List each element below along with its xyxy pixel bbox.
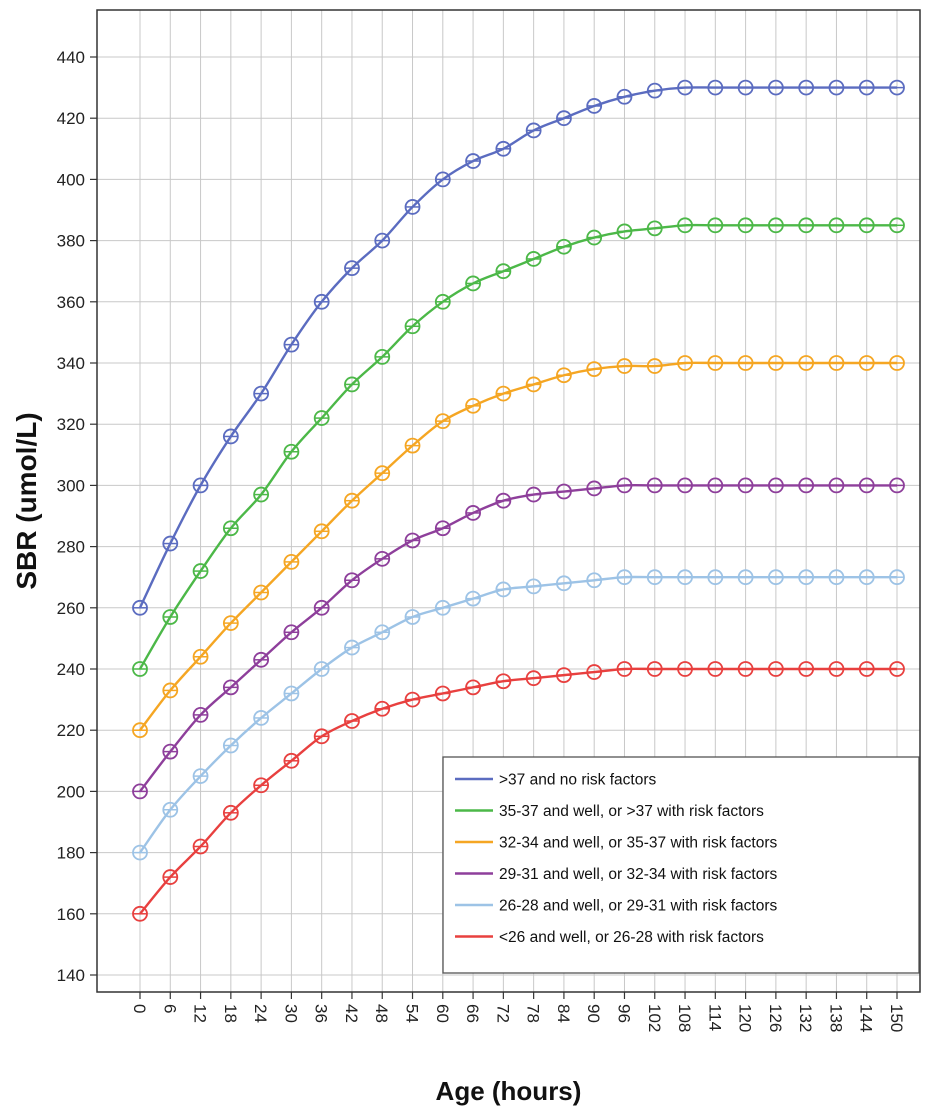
x-tick-label: 54 (403, 1004, 422, 1023)
y-tick-label: 160 (57, 905, 85, 924)
legend-label: 29-31 and well, or 32-34 with risk facto… (499, 866, 778, 883)
x-tick-label: 0 (130, 1004, 149, 1013)
x-tick-label: 24 (251, 1004, 270, 1023)
y-tick-label: 280 (57, 538, 85, 557)
y-tick-label: 220 (57, 721, 85, 740)
y-tick-label: 360 (57, 293, 85, 312)
x-tick-label: 12 (191, 1004, 210, 1023)
x-tick-label: 144 (857, 1004, 876, 1032)
legend-label: 32-34 and well, or 35-37 with risk facto… (499, 835, 778, 852)
series-1 (132, 79, 905, 616)
y-tick-label: 140 (57, 966, 85, 985)
x-tick-label: 102 (645, 1004, 664, 1032)
legend-label: <26 and well, or 26-28 with risk factors (499, 929, 764, 946)
series-2 (132, 217, 905, 677)
x-tick-label: 84 (554, 1004, 573, 1023)
x-tick-label: 18 (221, 1004, 240, 1023)
x-tick-label: 72 (493, 1004, 512, 1023)
x-tick-label: 78 (524, 1004, 543, 1023)
series-5 (132, 569, 905, 861)
y-tick-label: 300 (57, 476, 85, 495)
x-tick-label: 42 (342, 1004, 361, 1023)
y-tick-label: 340 (57, 354, 85, 373)
x-tick-label: 96 (614, 1004, 633, 1023)
x-tick-label: 120 (736, 1004, 755, 1032)
y-tick-label: 380 (57, 232, 85, 251)
x-tick-label: 150 (887, 1004, 906, 1032)
x-tick-label: 108 (675, 1004, 694, 1032)
x-tick-label: 6 (160, 1004, 179, 1013)
x-tick-label: 60 (433, 1004, 452, 1023)
x-tick-label: 132 (796, 1004, 815, 1032)
series-6 (132, 661, 905, 922)
y-tick-label: 440 (57, 48, 85, 67)
series-layer (132, 79, 905, 922)
y-tick-label: 420 (57, 109, 85, 128)
x-tick-label: 138 (826, 1004, 845, 1032)
plot-frame (96, 9, 921, 993)
legend-label: >37 and no risk factors (499, 772, 656, 789)
x-tick-label: 90 (584, 1004, 603, 1023)
y-tick-label: 200 (57, 782, 85, 801)
series-4 (132, 477, 905, 800)
y-tick-label: 320 (57, 415, 85, 434)
x-tick-label: 36 (312, 1004, 331, 1023)
legend: >37 and no risk factors 35-37 and well, o… (442, 756, 920, 974)
y-axis: 140 160 180 200 220 240 260 280 300 320 340 360 380 4… (57, 48, 97, 985)
x-tick-label: 30 (281, 1004, 300, 1023)
series-3 (132, 355, 905, 739)
y-tick-label: 180 (57, 844, 85, 863)
x-axis-title: Age (hours) (436, 1076, 582, 1106)
x-tick-label: 66 (463, 1004, 482, 1023)
x-axis: 0 6 12 18 24 30 36 42 48 54 60 66 72 78 84 90 96 102 108 11… (130, 992, 906, 1032)
legend-box (442, 756, 920, 974)
x-tick-label: 48 (372, 1004, 391, 1023)
y-tick-label: 260 (57, 599, 85, 618)
x-tick-label: 114 (705, 1004, 724, 1031)
legend-label: 26-28 and well, or 29-31 with risk facto… (499, 898, 778, 915)
legend-label: 35-37 and well, or >37 with risk factors (499, 803, 764, 820)
y-axis-title: SBR (umol/L) (11, 412, 42, 589)
y-tick-label: 240 (57, 660, 85, 679)
y-tick-label: 400 (57, 170, 85, 189)
x-tick-label: 126 (766, 1004, 785, 1032)
